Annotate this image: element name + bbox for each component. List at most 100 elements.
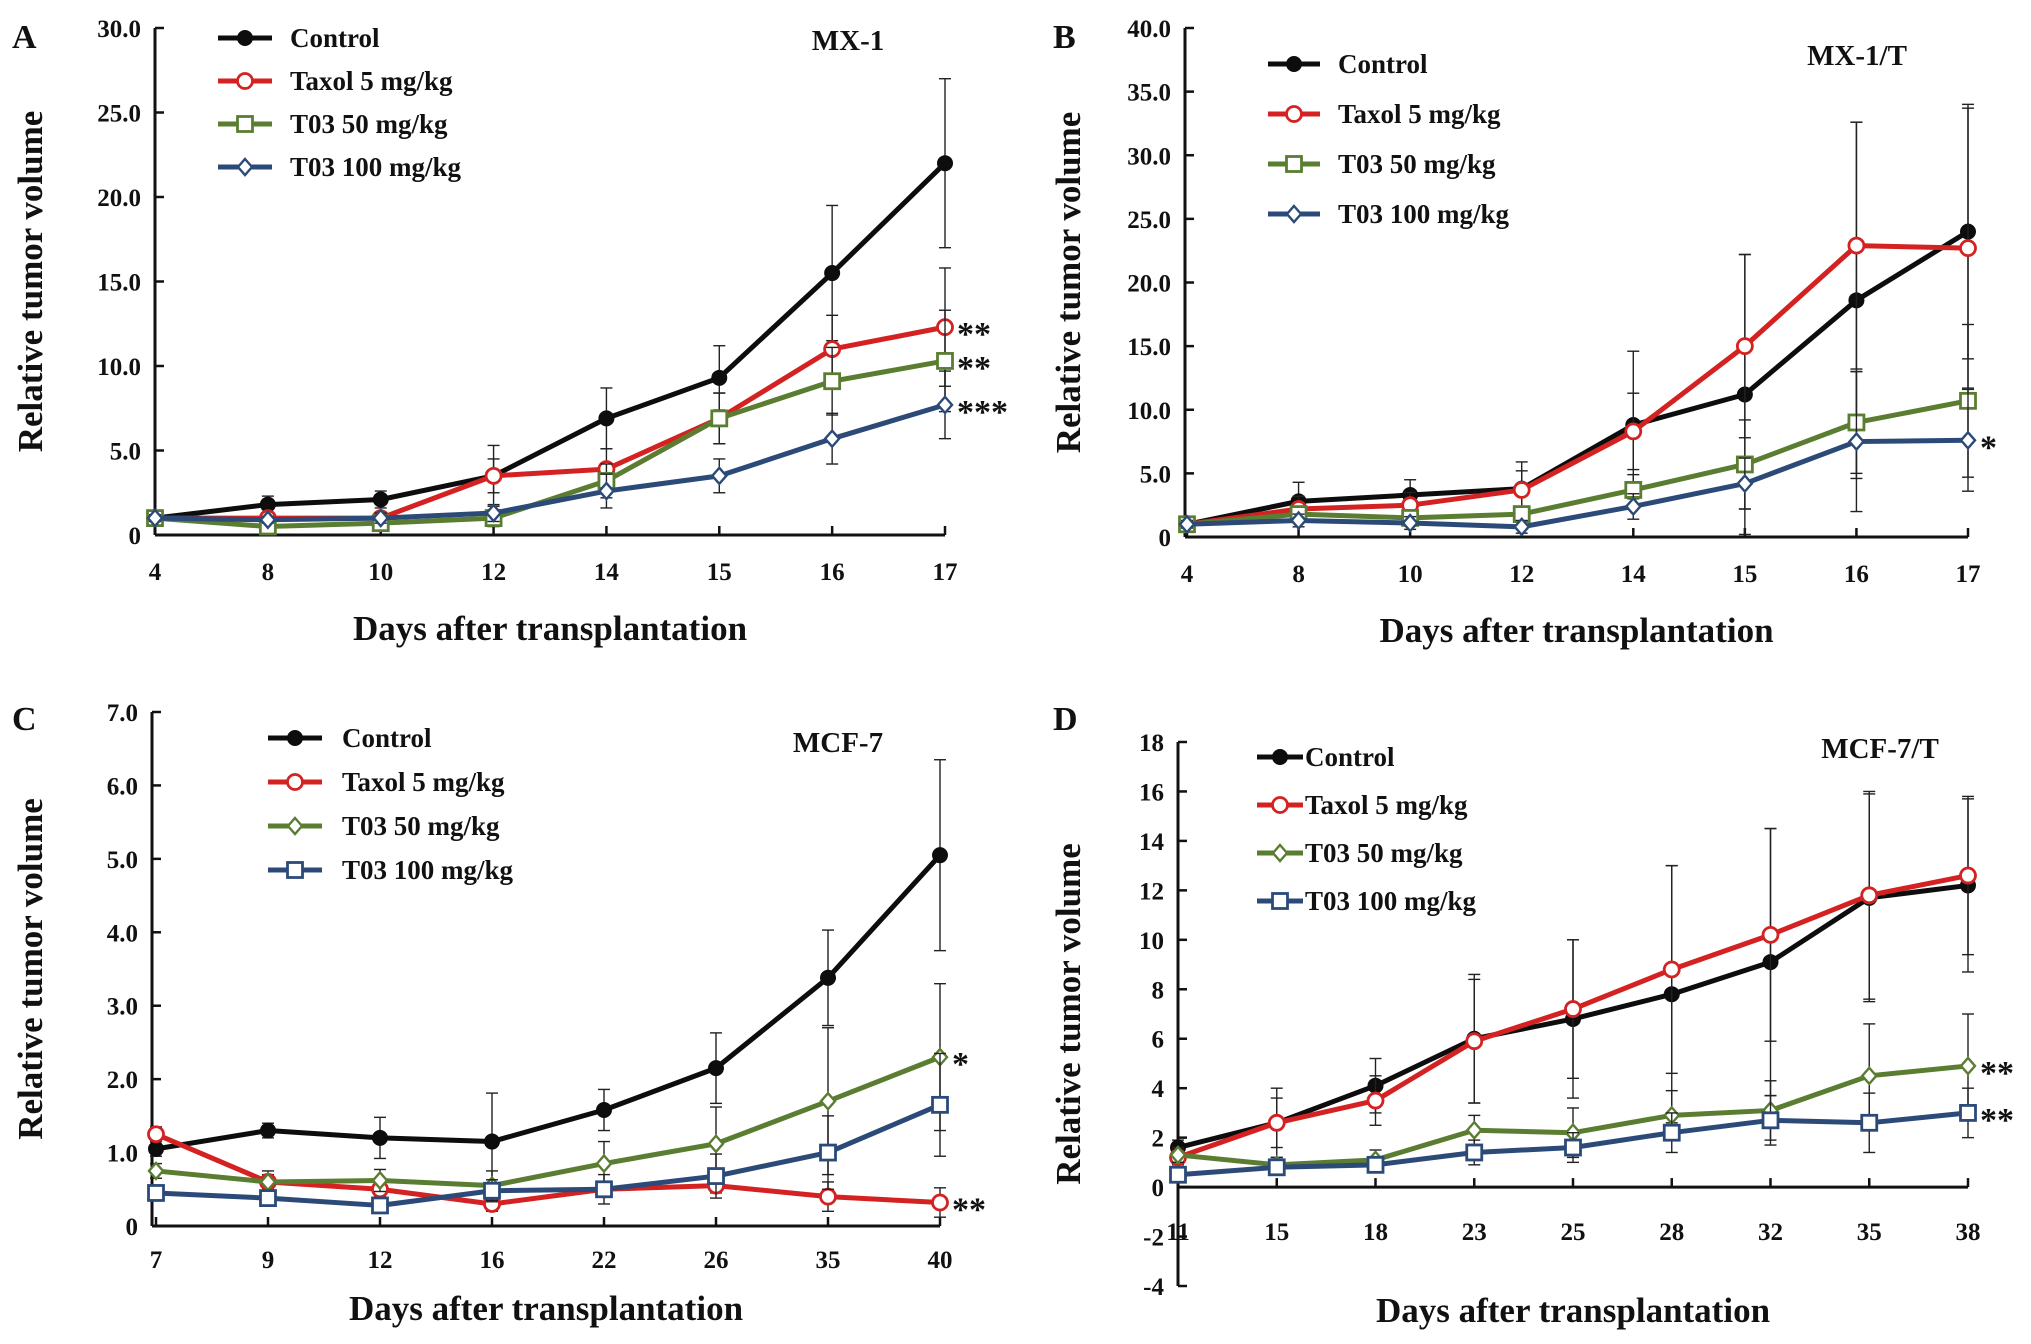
y-tick-label: 8 — [1152, 977, 1165, 1004]
data-point — [819, 1187, 837, 1206]
data-point — [932, 847, 948, 864]
chart-panel-b: B MX-1/T 0 5.0 10.0 15.0 20.0 25.0 30.0 35.0 40.0 4… — [1049, 16, 1997, 650]
data-point — [711, 369, 728, 386]
y-tick-label: 35.0 — [1127, 80, 1171, 107]
y-tick-label: 10.0 — [1127, 398, 1171, 425]
series-t03-100: ** — [1169, 1087, 2014, 1184]
series-line — [155, 1102, 941, 1208]
x-tick-label: 8 — [262, 559, 275, 586]
series-line — [1186, 243, 1969, 527]
legend-label: Control — [290, 23, 380, 53]
series-t03-50: ** — [1169, 1013, 2014, 1175]
legend-marker — [236, 72, 254, 90]
chart-title: MX-1/T — [1807, 40, 1907, 72]
panel-letter: D — [1053, 701, 1078, 738]
y-tick-label: 20.0 — [1127, 271, 1171, 298]
y-tick-label: 0 — [1152, 1175, 1165, 1202]
data-point — [1366, 1155, 1385, 1174]
y-tick-label: -4 — [1143, 1274, 1164, 1301]
data-point — [823, 372, 842, 391]
x-axis-label: Days after transplantation — [1376, 1291, 1770, 1330]
data-point — [147, 1161, 165, 1181]
legend-marker — [1286, 56, 1302, 72]
legend-marker — [1285, 105, 1303, 123]
legend-label: Taxol 5 mg/kg — [1338, 99, 1501, 129]
legend-marker — [1272, 749, 1288, 765]
data-point — [371, 1196, 389, 1215]
x-tick-label: 4 — [149, 559, 162, 586]
series-t03-100: * — [1178, 370, 1997, 537]
series-taxol: ** — [146, 267, 991, 527]
data-point — [484, 1133, 500, 1150]
data-point — [936, 352, 954, 370]
data-point — [372, 491, 389, 508]
legend-marker — [287, 730, 303, 746]
legend-label: Control — [1338, 49, 1428, 79]
y-tick-label: 16 — [1139, 779, 1164, 806]
data-point — [819, 1091, 837, 1111]
y-tick-label: 3.0 — [107, 994, 138, 1021]
chart-title: MX-1 — [812, 25, 884, 57]
x-axis-label: Days after transplantation — [1379, 611, 1773, 650]
series-line — [1186, 398, 1969, 527]
y-tick-label: 2 — [1152, 1126, 1165, 1153]
y-axis-label: Relative tumor volume — [1049, 843, 1088, 1185]
y-tick-label: 0 — [129, 523, 142, 550]
legend-label: T03 50 mg/kg — [290, 109, 448, 139]
chart-panel-d: D MCF-7/T -4 -2 0 2 4 6 8 10 12 14 16 18 11 15 18 23 25 28 3… — [1049, 701, 2014, 1330]
legend-label: T03 50 mg/kg — [1338, 149, 1496, 179]
data-point — [1761, 1111, 1780, 1130]
data-point — [824, 265, 841, 282]
data-point — [483, 1181, 501, 1200]
data-point — [1959, 239, 1977, 258]
legend-marker — [1285, 155, 1303, 173]
data-point — [1624, 496, 1642, 517]
series-line — [1186, 437, 1969, 530]
significance-label: * — [1980, 429, 1997, 466]
y-tick-label: 2.0 — [107, 1067, 138, 1094]
y-tick-label: 14 — [1139, 829, 1165, 856]
chart-panel-a: A MX-1 0 5.0 10.0 15.0 20.0 25.0 30.0 4 8 10 12 14 15 1… — [11, 16, 1008, 648]
data-point — [820, 969, 836, 986]
y-tick-label: 6.0 — [107, 773, 138, 800]
data-point — [1860, 1113, 1879, 1132]
x-tick-label: 18 — [1363, 1219, 1388, 1246]
y-tick-label: 15.0 — [97, 270, 141, 297]
y-tick-label: 12 — [1139, 878, 1164, 905]
legend-label: T03 100 mg/kg — [342, 855, 514, 885]
legend-label: Control — [342, 723, 432, 753]
series-t03-50: * — [147, 982, 969, 1202]
data-point — [1178, 514, 1196, 535]
series-line — [155, 853, 942, 1152]
y-tick-label: 6 — [1152, 1027, 1165, 1054]
significance-label: ** — [957, 350, 991, 387]
legend-marker — [236, 115, 254, 133]
data-point — [598, 410, 615, 427]
x-tick-label: 12 — [1509, 561, 1534, 588]
data-point — [1267, 1158, 1286, 1177]
series-line — [155, 1054, 941, 1189]
data-point — [259, 1189, 277, 1207]
data-point — [707, 1133, 725, 1154]
y-tick-label: 4 — [1152, 1076, 1165, 1103]
data-point — [596, 1101, 612, 1118]
data-point — [484, 466, 503, 485]
x-tick-label: 16 — [820, 559, 845, 586]
y-tick-label: 25.0 — [97, 101, 141, 128]
x-axis-label: Days after transplantation — [349, 1289, 743, 1328]
x-tick-label: 26 — [704, 1247, 729, 1274]
legend-marker — [1271, 843, 1289, 863]
x-tick-label: 15 — [707, 559, 732, 586]
data-point — [1564, 1138, 1582, 1157]
x-tick-label: 11 — [1166, 1219, 1190, 1246]
data-point — [1847, 431, 1866, 452]
series-t03-100 — [147, 1052, 949, 1215]
x-tick-label: 38 — [1956, 1219, 1981, 1246]
legend-label: Taxol 5 mg/kg — [290, 66, 453, 96]
legend-marker — [1271, 892, 1289, 910]
data-point — [1761, 925, 1780, 944]
y-tick-label: 0 — [1159, 525, 1172, 552]
data-point — [1401, 513, 1419, 533]
data-point — [931, 1193, 949, 1212]
y-axis-label: Relative tumor volume — [1049, 112, 1088, 454]
